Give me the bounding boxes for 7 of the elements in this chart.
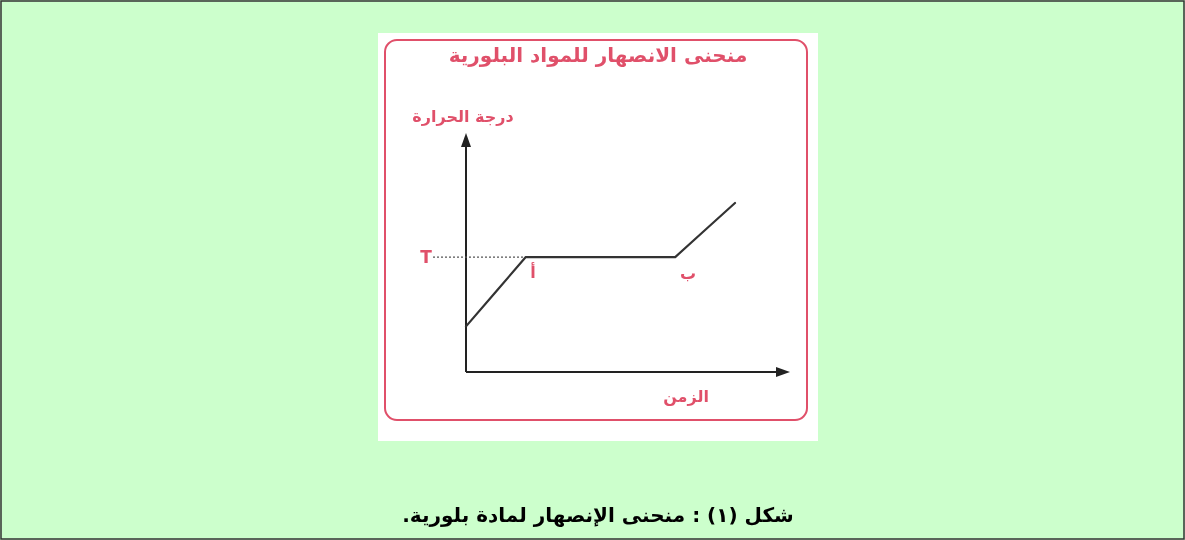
ref-line-label: T — [420, 247, 433, 268]
x-axis-title: الزمن — [663, 387, 709, 406]
chart-title: منحنى الانصهار للمواد البلورية — [448, 43, 748, 67]
annotation: أ — [530, 262, 536, 282]
text: شكل (١) : منحنى الإنصهار لمادة بلورية. — [402, 503, 794, 527]
annotation: ب — [679, 264, 697, 283]
y-axis-title: درجة الحرارة — [412, 107, 514, 126]
